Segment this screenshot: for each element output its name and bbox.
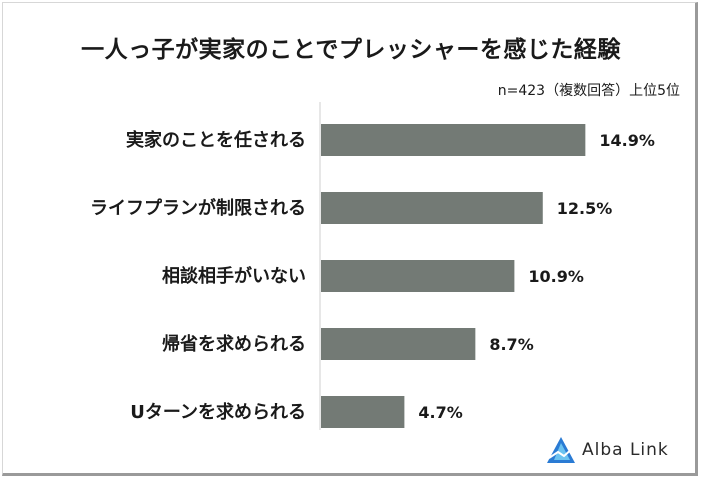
category-label-4: 帰省を求められる	[162, 333, 306, 355]
sample-note: n=423（複数回答）上位5位	[497, 83, 680, 99]
bar-3	[321, 260, 515, 292]
category-label-1: 実家のことを任される	[126, 129, 306, 151]
category-label-2: ライフプランが制限される	[90, 197, 306, 219]
bar-1	[321, 124, 586, 156]
brand-logo: Alba Link	[546, 436, 669, 464]
value-label-1: 14.9%	[599, 131, 655, 150]
value-label-4: 8.7%	[489, 335, 533, 354]
bar-4	[321, 328, 476, 360]
bar-5	[321, 396, 405, 428]
value-label-5: 4.7%	[418, 403, 462, 422]
brand-name: Alba Link	[582, 440, 669, 460]
bar-2	[321, 192, 543, 224]
value-label-2: 12.5%	[557, 199, 613, 218]
bars-group: 実家のことを任される 14.9% ライフプランが制限される 12.5% 相談相手がいない…	[90, 124, 655, 428]
category-label-5: Uターンを求められる	[130, 401, 306, 423]
category-label-3: 相談相手がいない	[162, 265, 306, 287]
chart-title: 一人っ子が実家のことでプレッシャーを感じた経験	[81, 37, 621, 63]
alba-link-logo-icon	[547, 437, 575, 463]
value-label-3: 10.9%	[528, 267, 584, 286]
